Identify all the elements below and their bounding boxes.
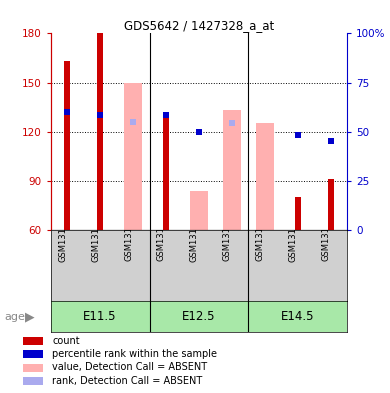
Text: E12.5: E12.5 xyxy=(182,310,216,323)
Bar xyxy=(23,377,43,385)
Bar xyxy=(328,179,333,230)
Text: GSM1310179: GSM1310179 xyxy=(124,206,133,261)
Text: ▶: ▶ xyxy=(25,310,34,324)
Bar xyxy=(124,83,142,230)
Text: percentile rank within the sample: percentile rank within the sample xyxy=(52,349,217,359)
Text: count: count xyxy=(52,336,80,345)
Text: GSM1310181: GSM1310181 xyxy=(322,206,331,261)
Text: value, Detection Call = ABSENT: value, Detection Call = ABSENT xyxy=(52,362,207,373)
Text: GSM1310176: GSM1310176 xyxy=(91,206,100,261)
Text: E11.5: E11.5 xyxy=(83,310,117,323)
Text: E14.5: E14.5 xyxy=(281,310,314,323)
Text: age: age xyxy=(4,312,25,322)
Bar xyxy=(163,115,169,230)
Text: GSM1310180: GSM1310180 xyxy=(223,206,232,261)
Text: rank, Detection Call = ABSENT: rank, Detection Call = ABSENT xyxy=(52,376,202,386)
Title: GDS5642 / 1427328_a_at: GDS5642 / 1427328_a_at xyxy=(124,19,274,32)
Text: GSM1310173: GSM1310173 xyxy=(58,206,67,261)
Text: GSM1310175: GSM1310175 xyxy=(256,206,265,261)
Bar xyxy=(23,364,43,372)
Bar xyxy=(64,61,70,230)
Bar xyxy=(223,110,241,230)
Bar xyxy=(190,191,208,230)
Bar xyxy=(23,351,43,358)
Text: GSM1310178: GSM1310178 xyxy=(289,206,298,261)
Text: GSM1310174: GSM1310174 xyxy=(157,206,166,261)
Bar xyxy=(23,337,43,345)
Bar xyxy=(256,123,274,230)
Bar xyxy=(295,197,301,230)
Text: GSM1310177: GSM1310177 xyxy=(190,206,199,261)
Bar xyxy=(97,33,103,230)
